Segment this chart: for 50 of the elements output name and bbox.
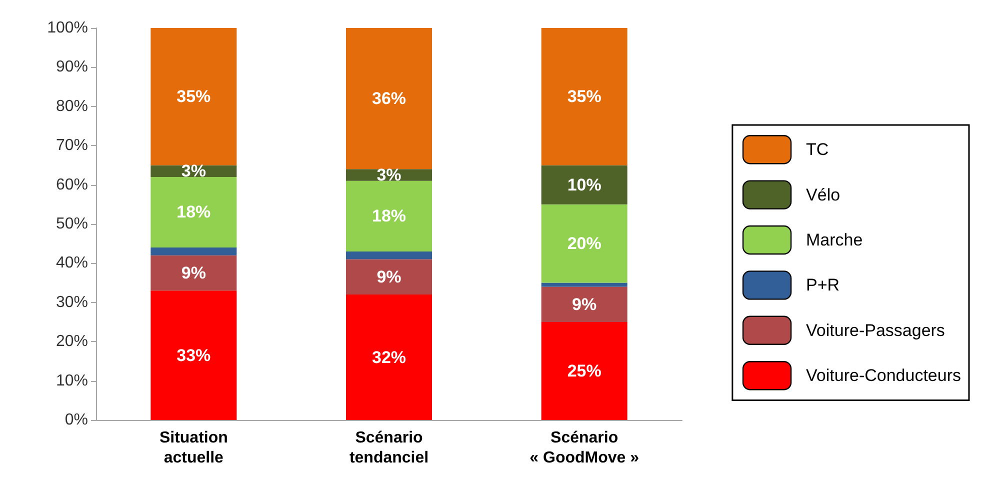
y-tick-label: 30%: [56, 294, 88, 311]
y-tick-label: 90%: [56, 58, 88, 76]
bar: [150, 248, 237, 256]
y-tick-label: 60%: [56, 176, 88, 194]
data-label: 9%: [572, 294, 597, 314]
y-tick-label: 70%: [56, 137, 88, 154]
y-tick-label: 40%: [56, 254, 88, 272]
y-tick-label: 50%: [56, 216, 88, 232]
x-tick-label: Scénario « GoodMove »: [530, 430, 640, 466]
legend-label: Voiture-Conducteurs: [806, 366, 962, 386]
y-tick-label: 100%: [47, 20, 88, 36]
y-tick-label: 10%: [56, 372, 88, 390]
bar: [150, 290, 237, 420]
bar: [541, 165, 628, 204]
data-label: 9%: [376, 267, 402, 286]
data-label: 9%: [181, 264, 206, 282]
legend-label: Voiture-Passagers: [806, 320, 945, 340]
data-label: 20%: [567, 234, 602, 254]
legend-label: TC: [806, 140, 829, 160]
bar: [541, 204, 628, 283]
data-label: 25%: [567, 362, 602, 380]
data-label: 36%: [372, 89, 406, 108]
y-tick-label: 20%: [56, 333, 88, 350]
bar: [541, 28, 628, 166]
bar: [346, 259, 432, 295]
bar: [150, 176, 237, 248]
data-label: 32%: [372, 348, 406, 367]
bar: [541, 286, 628, 322]
bar: [346, 180, 432, 252]
data-label: 33%: [176, 346, 211, 365]
x-tick-label: Situation actuelle: [159, 430, 228, 466]
x-tick-label: Scénario tendanciel: [349, 430, 429, 466]
bar: [346, 294, 432, 420]
bar: [150, 255, 237, 291]
bar: [346, 251, 432, 260]
legend-label: Marche: [806, 230, 863, 250]
bar: [150, 28, 237, 166]
bar: [346, 28, 432, 170]
data-label: 3%: [181, 162, 206, 181]
legend-label: P+R: [806, 276, 840, 295]
data-label: 18%: [372, 206, 406, 226]
data-label: 35%: [567, 87, 602, 106]
legend-label: Vélo: [806, 185, 840, 204]
data-label: 35%: [176, 87, 211, 106]
data-label: 3%: [376, 166, 402, 184]
bar: [541, 322, 628, 420]
y-tick-label: 80%: [56, 98, 88, 115]
data-label: 18%: [176, 202, 211, 222]
data-label: 10%: [567, 175, 602, 194]
y-tick-label: 0%: [64, 412, 88, 428]
